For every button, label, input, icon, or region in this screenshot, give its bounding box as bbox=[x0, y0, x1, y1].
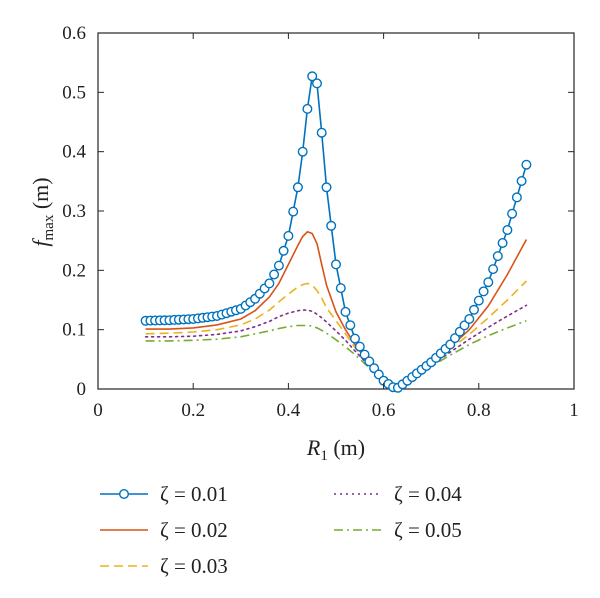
series-1-marker bbox=[331, 259, 342, 270]
series-1-marker bbox=[292, 182, 303, 193]
y-tick-label: 0.5 bbox=[62, 82, 86, 103]
legend-label-3: ζ = 0.03 bbox=[160, 554, 228, 578]
series-layer bbox=[140, 71, 532, 393]
series-1-marker bbox=[497, 237, 508, 248]
series-1-marker bbox=[359, 349, 370, 360]
y-tick-label: 0.4 bbox=[62, 142, 86, 163]
y-axis-label: fmax (m) bbox=[28, 177, 57, 246]
series-1-marker bbox=[288, 206, 299, 217]
series-1-marker bbox=[507, 208, 518, 219]
y-tick-label: 0 bbox=[77, 379, 87, 400]
series-1-marker bbox=[278, 245, 289, 256]
x-tick-label: 0.8 bbox=[467, 400, 491, 421]
x-tick-label: 0 bbox=[93, 400, 103, 421]
series-1-marker bbox=[445, 339, 456, 350]
series-1-marker bbox=[492, 251, 503, 262]
series-1-marker bbox=[478, 286, 489, 297]
series-1-marker bbox=[521, 159, 532, 170]
series-1-marker bbox=[340, 306, 351, 317]
series-1-marker bbox=[469, 304, 480, 315]
series-1-marker bbox=[488, 264, 499, 275]
legend-label-2: ζ = 0.02 bbox=[160, 518, 228, 542]
series-1-marker bbox=[264, 278, 275, 289]
series-1-marker bbox=[321, 182, 332, 193]
series-line-1 bbox=[145, 74, 528, 389]
series-1-marker bbox=[354, 341, 365, 352]
series-1-marker bbox=[464, 314, 475, 325]
legend-label-5: ζ = 0.05 bbox=[394, 518, 462, 542]
series-1-marker bbox=[364, 356, 375, 367]
plot-area bbox=[97, 32, 575, 390]
y-tick-label: 0.2 bbox=[62, 260, 86, 281]
legend-marker bbox=[118, 489, 129, 500]
series-1-marker bbox=[459, 320, 470, 331]
y-tick-label: 0.6 bbox=[62, 23, 86, 44]
series-1-marker bbox=[302, 103, 313, 114]
series-1-marker bbox=[483, 277, 494, 288]
series-1-marker bbox=[297, 146, 308, 157]
series-line-3 bbox=[145, 280, 527, 389]
series-1-marker bbox=[511, 192, 522, 203]
series-1-marker bbox=[350, 333, 361, 344]
legend-label-4: ζ = 0.04 bbox=[394, 482, 462, 506]
series-1-marker bbox=[312, 78, 323, 89]
series-1-marker bbox=[269, 269, 280, 280]
x-tick-label: 0.2 bbox=[181, 400, 205, 421]
y-tick-label: 0.1 bbox=[62, 320, 86, 341]
series-1-marker bbox=[345, 320, 356, 331]
series-1-marker bbox=[283, 230, 294, 241]
series-1-marker bbox=[326, 220, 337, 231]
x-tick-label: 0.6 bbox=[372, 400, 396, 421]
legend: ζ = 0.01 ζ = 0.02 ζ = 0.03 ζ = 0.04 ζ = 0.05 bbox=[100, 482, 462, 578]
series-1-marker bbox=[273, 260, 284, 271]
legend-label-1: ζ = 0.01 bbox=[160, 482, 228, 506]
series-1-marker bbox=[473, 295, 484, 306]
series-1-marker bbox=[502, 224, 513, 235]
series-1-marker bbox=[450, 333, 461, 344]
axes-box bbox=[97, 32, 575, 390]
x-tick-label: 1 bbox=[569, 400, 579, 421]
x-tick-label: 0.4 bbox=[277, 400, 301, 421]
series-1-marker bbox=[335, 283, 346, 294]
x-axis-label: R1 (m) bbox=[306, 435, 365, 464]
series-1-marker bbox=[516, 175, 527, 186]
series-1-marker bbox=[316, 127, 327, 138]
y-tick-label: 0.3 bbox=[62, 201, 86, 222]
series-1-marker bbox=[307, 71, 318, 82]
axis-ticks: 0 0.2 0.4 0.6 0.8 1 0 0.1 0.2 0.3 0.4 0.5 0.6 bbox=[62, 23, 579, 421]
